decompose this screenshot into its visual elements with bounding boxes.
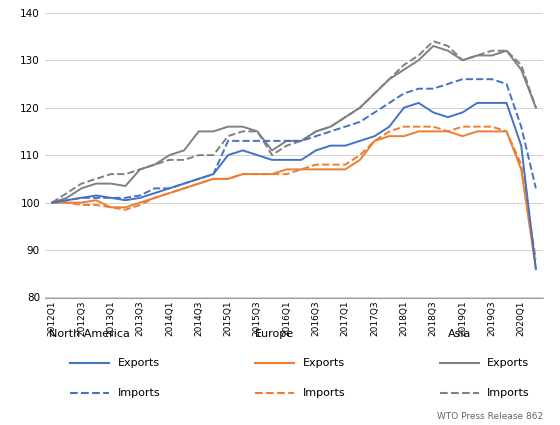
Text: WTO Press Release 862: WTO Press Release 862 <box>437 412 543 421</box>
Text: Asia: Asia <box>447 329 471 339</box>
Text: Exports: Exports <box>118 358 160 368</box>
Text: North America: North America <box>49 329 130 339</box>
Text: Imports: Imports <box>118 388 160 398</box>
Text: Exports: Exports <box>487 358 529 368</box>
Text: Exports: Exports <box>302 358 344 368</box>
Text: Europe: Europe <box>255 329 294 339</box>
Text: Imports: Imports <box>487 388 530 398</box>
Text: Imports: Imports <box>302 388 345 398</box>
